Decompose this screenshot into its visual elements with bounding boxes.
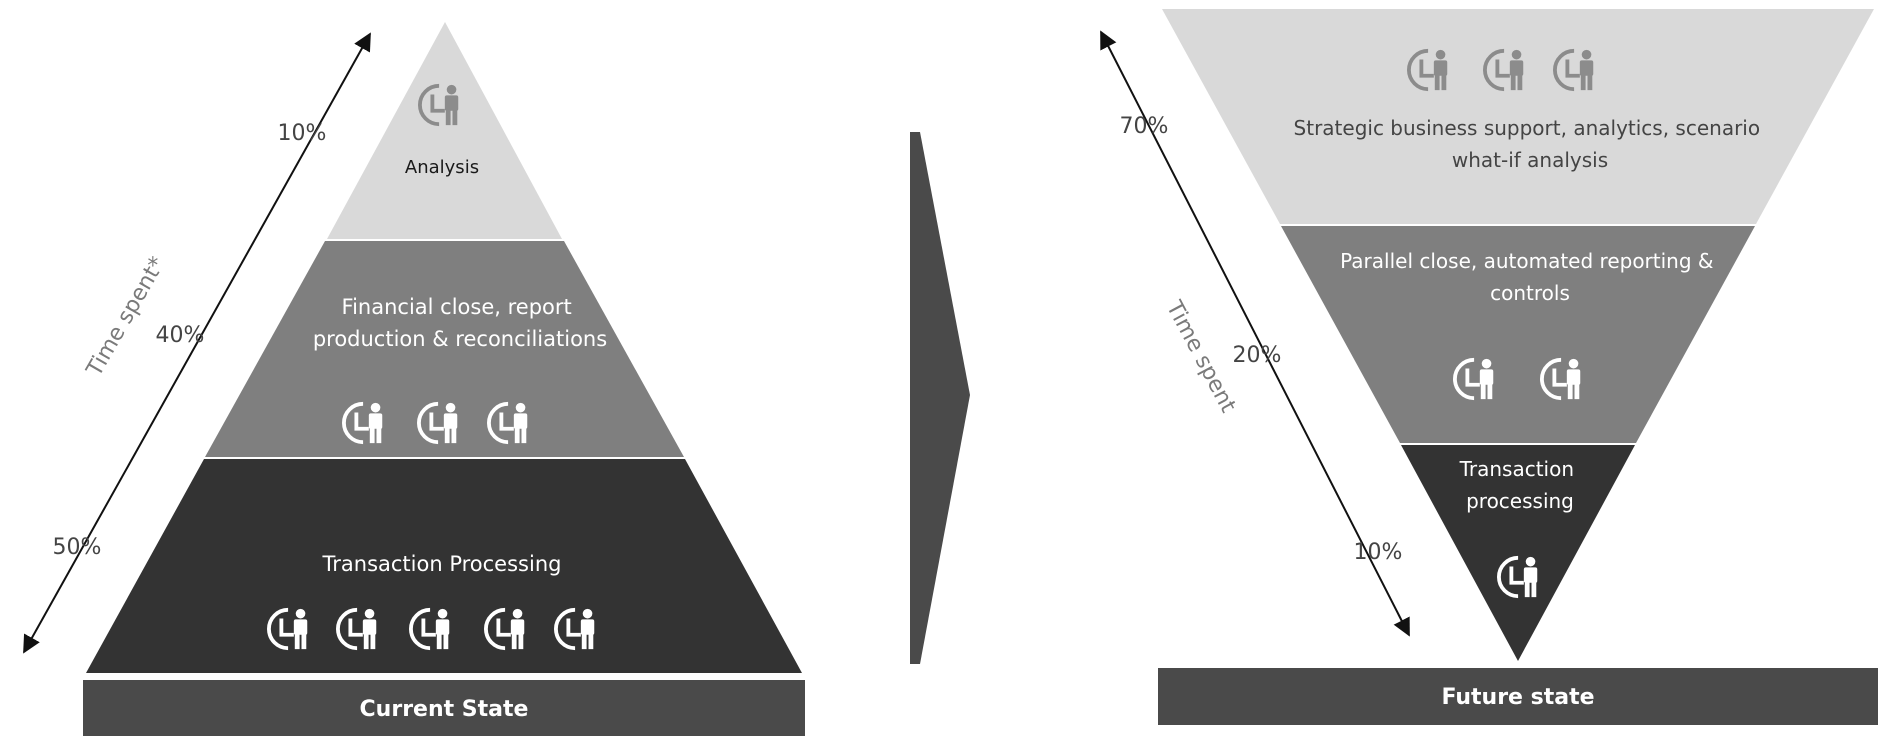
future-time-spent-label: Time spent	[1161, 296, 1241, 417]
current-analysis-percent: 10%	[278, 121, 327, 146]
future-state-funnel: Strategic business support, analytics, s…	[1100, 9, 1878, 725]
current-time-spent-label: Time spent*	[82, 253, 171, 382]
current-analysis-label: Analysis	[405, 157, 479, 178]
future-state-banner-text: Future state	[1441, 685, 1594, 710]
future-strategic-percent: 70%	[1120, 114, 1169, 139]
transition-chevron	[910, 132, 970, 664]
current-time-spent-arrow	[23, 32, 371, 654]
future-parallel-percent: 20%	[1233, 343, 1282, 368]
current-state-banner-text: Current State	[360, 697, 529, 722]
future-transaction-percent: 10%	[1354, 540, 1403, 565]
future-transaction-tier	[1401, 445, 1635, 661]
current-financial-percent: 40%	[156, 323, 205, 348]
current-state-pyramid: Analysis Financial close, report product…	[23, 22, 805, 736]
current-transaction-percent: 50%	[53, 535, 102, 560]
future-transaction-label: Transaction processing	[1459, 457, 1581, 513]
current-state-banner	[83, 680, 805, 736]
current-analysis-tier	[327, 22, 562, 239]
future-state-banner	[1158, 668, 1878, 725]
current-transaction-label: Transaction Processing	[322, 552, 562, 576]
future-time-spent-arrow	[1100, 30, 1410, 637]
